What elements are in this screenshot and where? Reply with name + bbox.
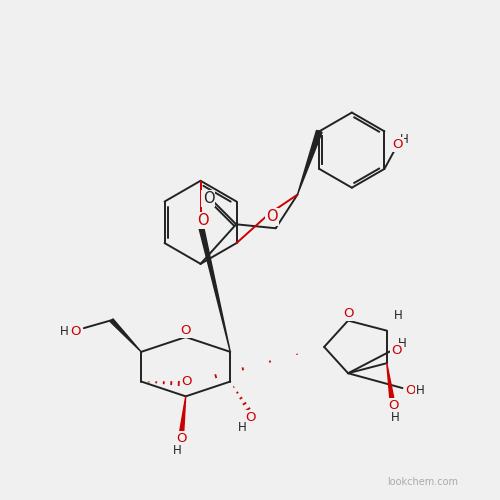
Polygon shape	[110, 319, 141, 352]
Text: O: O	[392, 138, 402, 150]
Text: O: O	[202, 191, 214, 206]
Polygon shape	[387, 363, 394, 398]
Text: O: O	[392, 344, 402, 357]
Text: H: H	[398, 337, 407, 350]
Polygon shape	[198, 224, 230, 352]
Text: lookchem.com: lookchem.com	[386, 478, 458, 488]
Polygon shape	[180, 396, 186, 431]
Text: H: H	[416, 384, 424, 396]
Text: O: O	[182, 375, 192, 388]
Text: O: O	[266, 210, 278, 224]
Text: H: H	[394, 310, 403, 322]
Polygon shape	[298, 130, 322, 194]
Text: O: O	[176, 432, 187, 446]
Text: O: O	[343, 307, 353, 320]
Text: O: O	[70, 324, 81, 338]
Text: O: O	[388, 399, 399, 412]
Text: H: H	[392, 411, 400, 424]
Text: H: H	[60, 324, 68, 338]
Text: H: H	[400, 132, 408, 145]
Text: O: O	[196, 213, 208, 228]
Text: O: O	[245, 410, 256, 424]
Text: H: H	[172, 444, 181, 457]
Text: O: O	[405, 384, 415, 396]
Text: H: H	[238, 420, 246, 434]
Text: O: O	[180, 324, 191, 336]
